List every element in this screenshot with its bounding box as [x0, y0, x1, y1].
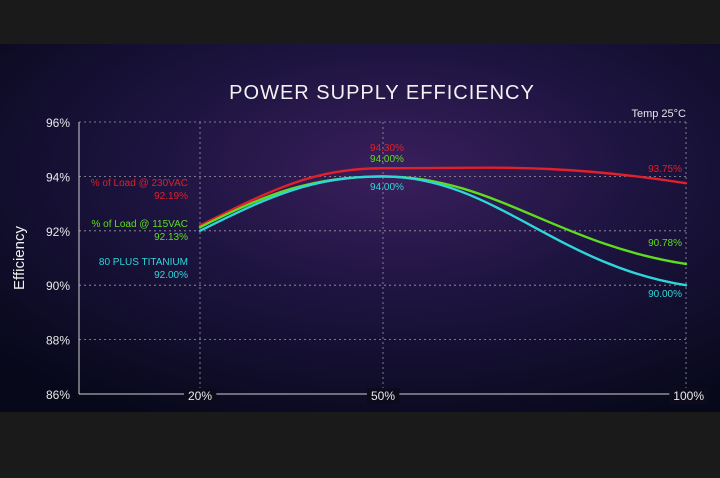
end-value-label: 90.00% [648, 289, 682, 300]
start-value-label: 92.13% [154, 232, 188, 243]
y-tick-label: 92% [46, 225, 70, 239]
x-tick-label-bg [366, 388, 400, 404]
chart-background [0, 44, 720, 412]
peak-value-label: 94.00% [370, 182, 404, 193]
grid [79, 121, 687, 394]
data-labels: % of Load @ 230VAC 92.19% % of Load @ 115V… [91, 143, 682, 300]
y-tick-label: 88% [46, 334, 70, 348]
x-tick-label: 100% [673, 389, 704, 403]
x-tick-labels: 20% 50% 100% [183, 388, 709, 404]
y-tick-label: 86% [46, 388, 70, 402]
legend-entry: % of Load @ 115VAC [91, 219, 188, 230]
y-axis-label: Efficiency [11, 226, 28, 290]
series-lines [198, 166, 688, 287]
series-line [198, 166, 688, 227]
legend-entry: 80 PLUS TITANIUM [99, 257, 188, 268]
end-value-label: 93.75% [648, 164, 682, 175]
temp-note: Temp 25°C [631, 108, 686, 120]
x-tick-label: 50% [371, 389, 395, 403]
y-tick-labels: 96% 94% 92% 90% 88% 86% [46, 116, 70, 402]
legend-entry: % of Load @ 230VAC [91, 178, 188, 189]
x-tick-label: 20% [188, 389, 212, 403]
peak-value-label: 94.30% [370, 143, 404, 154]
start-value-label: 92.00% [154, 270, 188, 281]
start-value-label: 92.19% [154, 191, 188, 202]
y-tick-label: 90% [46, 279, 70, 293]
peak-value-label: 94.00% [370, 154, 404, 165]
y-tick-label: 96% [46, 116, 70, 130]
series-line [198, 175, 688, 287]
top-letterbox [0, 0, 720, 44]
bottom-letterbox [0, 412, 720, 478]
end-value-label: 90.78% [648, 238, 682, 249]
x-tick-label-bg [183, 388, 217, 404]
chart-title: POWER SUPPLY EFFICIENCY [229, 82, 535, 104]
y-tick-label: 94% [46, 170, 70, 184]
x-tick-label-bg [669, 388, 709, 404]
